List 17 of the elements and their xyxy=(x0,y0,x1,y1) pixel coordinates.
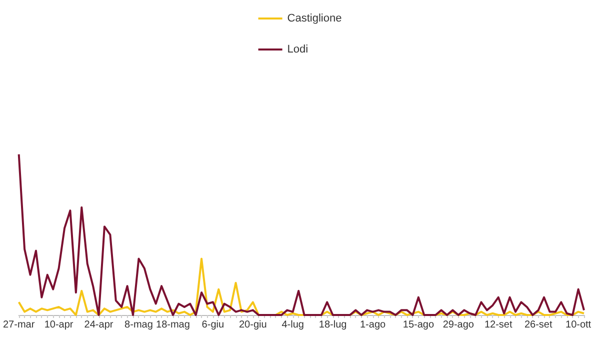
x-tick-label: 26-set xyxy=(524,320,552,330)
x-tick-label: 18-mag xyxy=(156,320,190,330)
x-tick-label: 10-ott xyxy=(566,320,592,330)
x-tick-label: 6-giu xyxy=(202,320,224,330)
legend-label: Castiglione xyxy=(287,12,342,24)
legend-label: Lodi xyxy=(287,44,308,56)
x-tick-label: 12-set xyxy=(484,320,512,330)
x-tick-label: 8-mag xyxy=(124,320,153,330)
x-tick-label: 20-giu xyxy=(238,320,267,330)
x-tick-label: 24-apr xyxy=(84,320,114,330)
x-tick-label: 27-mar xyxy=(2,320,36,330)
x-tick-label: 29-ago xyxy=(442,320,474,330)
x-tick-label: 1-ago xyxy=(360,320,386,330)
x-tick-label: 15-ago xyxy=(402,320,434,330)
x-tick-label: 18-lug xyxy=(318,320,347,330)
x-tick-label: 10-apr xyxy=(44,320,74,330)
x-tick-label: 4-lug xyxy=(282,320,304,330)
